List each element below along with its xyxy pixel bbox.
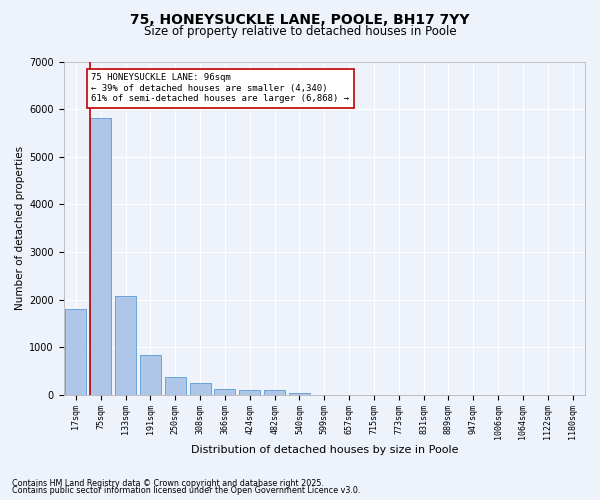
Text: 75 HONEYSUCKLE LANE: 96sqm
← 39% of detached houses are smaller (4,340)
61% of s: 75 HONEYSUCKLE LANE: 96sqm ← 39% of deta… bbox=[91, 74, 349, 103]
Y-axis label: Number of detached properties: Number of detached properties bbox=[15, 146, 25, 310]
Text: Contains HM Land Registry data © Crown copyright and database right 2025.: Contains HM Land Registry data © Crown c… bbox=[12, 478, 324, 488]
X-axis label: Distribution of detached houses by size in Poole: Distribution of detached houses by size … bbox=[191, 445, 458, 455]
Bar bbox=[65, 309, 86, 394]
Bar bbox=[165, 377, 186, 394]
Bar bbox=[264, 390, 285, 394]
Bar bbox=[239, 390, 260, 394]
Bar bbox=[214, 388, 235, 394]
Bar bbox=[140, 354, 161, 395]
Text: Size of property relative to detached houses in Poole: Size of property relative to detached ho… bbox=[143, 25, 457, 38]
Bar bbox=[115, 296, 136, 394]
Bar bbox=[289, 393, 310, 394]
Bar bbox=[90, 118, 112, 394]
Text: Contains public sector information licensed under the Open Government Licence v3: Contains public sector information licen… bbox=[12, 486, 361, 495]
Bar bbox=[190, 384, 211, 394]
Text: 75, HONEYSUCKLE LANE, POOLE, BH17 7YY: 75, HONEYSUCKLE LANE, POOLE, BH17 7YY bbox=[130, 12, 470, 26]
